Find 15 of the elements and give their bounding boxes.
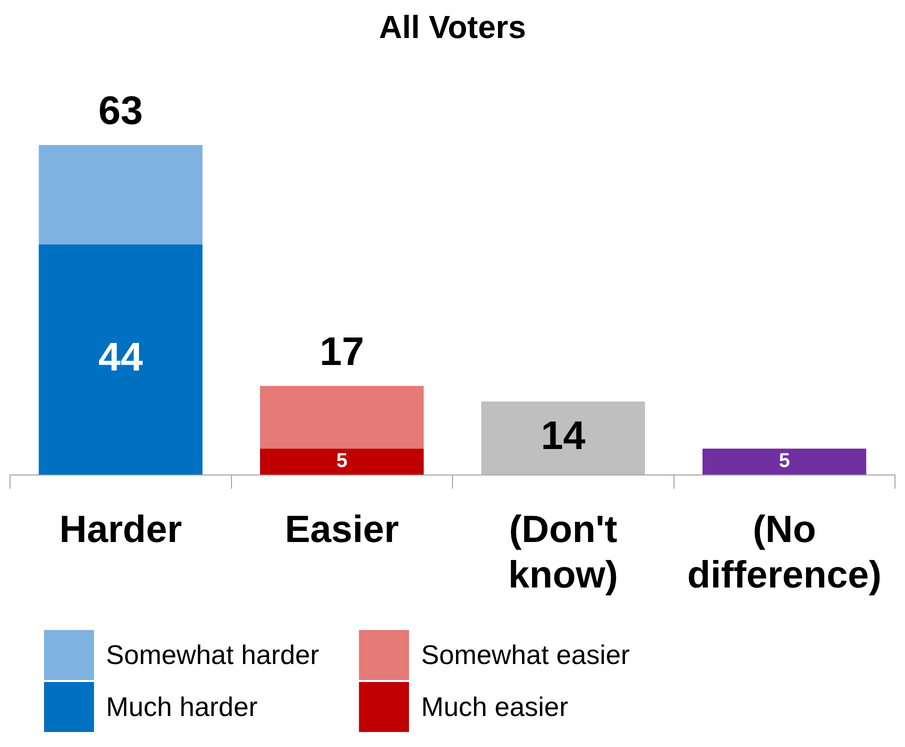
legend-label: Somewhat harder [106,640,320,670]
data-label: 14 [540,414,586,458]
data-label: 5 [778,450,790,472]
data-label: 44 [98,336,144,380]
legend-label: Much easier [421,692,568,722]
x-tick-label: Harder [59,509,182,552]
total-label: 17 [320,330,364,374]
chart-title: All Voters [379,9,526,46]
legend-label: Much harder [106,692,258,722]
legend-label: Somewhat easier [421,640,630,670]
data-label: 5 [336,450,348,472]
x-tick-label: Easier [284,509,400,552]
x-tick-label: (No difference) [687,509,882,597]
x-tick-label: (Don't know) [508,509,618,597]
total-label: 63 [98,89,143,134]
